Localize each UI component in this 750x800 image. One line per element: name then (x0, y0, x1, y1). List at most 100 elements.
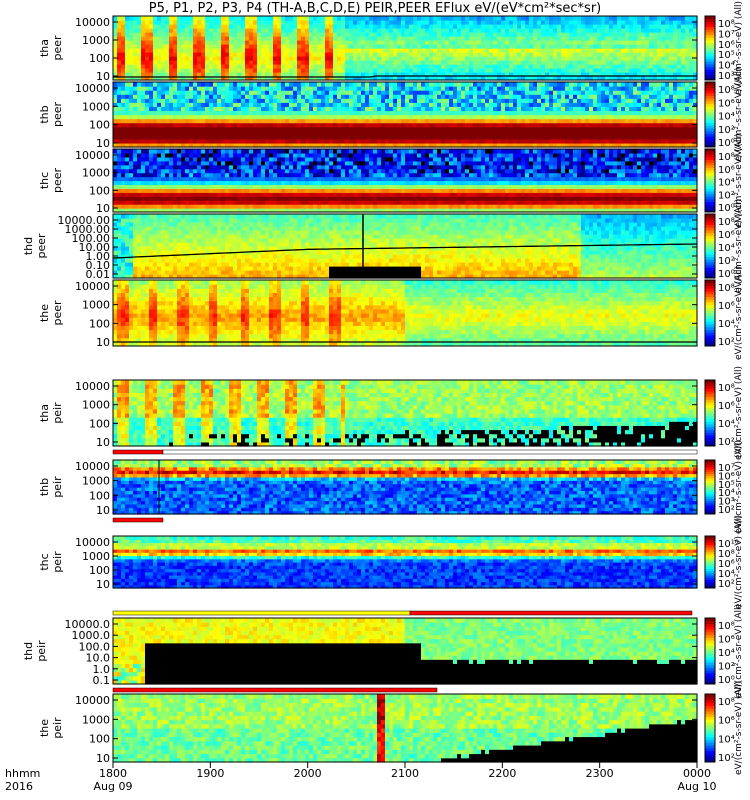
spectrogram-cell (665, 76, 670, 81)
spectrogram-cell (545, 72, 550, 77)
spectrogram-cell (345, 86, 350, 91)
spectrogram-cell (597, 86, 602, 91)
spectrogram-cell (445, 130, 450, 136)
spectrogram-cell (433, 76, 438, 81)
spectrogram-cell (485, 126, 490, 132)
spectrogram-cell (621, 118, 626, 124)
spectrogram-cell (117, 180, 122, 186)
spectrogram-cell (397, 68, 402, 73)
spectrogram-cell (449, 32, 454, 37)
spectrogram-cell (129, 32, 134, 37)
spectrogram-cell (621, 82, 626, 87)
spectrogram-cell (121, 40, 126, 45)
spectrogram-cell (321, 44, 326, 49)
spectrogram-cell (117, 156, 122, 162)
spectrogram-cell (381, 118, 386, 124)
spectrogram-cell (181, 106, 186, 112)
spectrogram-cell (113, 196, 118, 201)
spectrogram-cell (317, 68, 322, 73)
spectrogram-cell (329, 94, 334, 99)
spectrogram-cell (369, 36, 374, 41)
spectrogram-cell (573, 98, 578, 103)
spectrogram-cell (689, 72, 694, 77)
spectrogram-cell (617, 68, 622, 73)
spectrogram-cell (133, 32, 138, 37)
spectrogram-cell (121, 56, 126, 61)
spectrogram-cell (357, 72, 362, 77)
spectrogram-cell (437, 28, 442, 33)
spectrogram-cell (469, 48, 474, 53)
spectrogram-cell (477, 44, 482, 49)
spectrogram-cell (245, 40, 250, 45)
spectrogram-cell (397, 44, 402, 49)
spectrogram-cell (277, 118, 282, 124)
spectrogram-cell (549, 130, 554, 136)
spectrogram-cell (241, 82, 246, 87)
spectrogram-cell (521, 142, 526, 148)
spectrogram-cell (197, 102, 202, 107)
spectrogram-cell (337, 134, 342, 140)
spectrogram-cell (133, 188, 138, 193)
spectrogram-cell (409, 134, 414, 140)
y-tick-label: 10000 (75, 82, 110, 95)
spectrogram-cell (225, 56, 230, 61)
spectrogram-cell (637, 118, 642, 124)
spectrogram-cell (473, 72, 478, 77)
colorbar-segment (705, 61, 715, 65)
spectrogram-cell (485, 52, 490, 57)
spectrogram-cell (293, 64, 298, 69)
spectrogram-cell (493, 118, 498, 124)
spectrogram-cell (389, 24, 394, 29)
spectrogram-cell (181, 48, 186, 53)
spectrogram-cell (593, 86, 598, 91)
spectrogram-cell (253, 118, 258, 124)
spectrogram-cell (429, 98, 434, 103)
spectrogram-cell (469, 142, 474, 148)
spectrogram-cell (117, 126, 122, 132)
spectrogram-cell (229, 16, 234, 21)
spectrogram-cell (165, 196, 170, 201)
spectrogram-cell (653, 106, 658, 112)
spectrogram-cell (121, 82, 126, 87)
spectrogram-cell (661, 60, 666, 65)
spectrogram-cell (193, 72, 198, 77)
spectrogram-cell (393, 68, 398, 73)
spectrogram-cell (549, 44, 554, 49)
spectrogram-cell (245, 72, 250, 77)
spectrogram-cell (613, 28, 618, 33)
spectrogram-cell (681, 122, 686, 128)
spectrogram-cell (317, 16, 322, 21)
spectrogram-cell (177, 90, 182, 95)
spectrogram-cell (197, 134, 202, 140)
spectrogram-cell (485, 24, 490, 29)
spectrogram-cell (437, 44, 442, 49)
spectrogram-cell (305, 118, 310, 124)
spectrogram-cell (641, 32, 646, 37)
spectrogram-cell (341, 36, 346, 41)
spectrogram-cell (669, 48, 674, 53)
spectrogram-cell (157, 180, 162, 186)
spectrogram-cell (121, 110, 126, 116)
spectrogram-cell (337, 110, 342, 116)
spectrogram-cell (669, 134, 674, 140)
spectrogram-cell (345, 94, 350, 99)
spectrogram-cell (425, 36, 430, 41)
spectrogram-cell (233, 64, 238, 69)
spectrogram-cell (149, 208, 154, 213)
spectrogram-cell (161, 110, 166, 116)
spectrogram-cell (689, 102, 694, 107)
spectrogram-cell (581, 36, 586, 41)
spectrogram-cell (677, 106, 682, 112)
spectrogram-cell (445, 64, 450, 69)
spectrogram-cell (361, 102, 366, 107)
spectrogram-cell (565, 52, 570, 57)
spectrogram-cell (117, 82, 122, 87)
spectrogram-cell (249, 142, 254, 148)
spectrogram-cell (205, 98, 210, 103)
spectrogram-cell (301, 110, 306, 116)
spectrogram-cell (117, 90, 122, 95)
spectrogram-cell (569, 36, 574, 41)
spectrogram-cell (461, 98, 466, 103)
spectrogram-cell (433, 118, 438, 124)
spectrogram-cell (381, 72, 386, 77)
